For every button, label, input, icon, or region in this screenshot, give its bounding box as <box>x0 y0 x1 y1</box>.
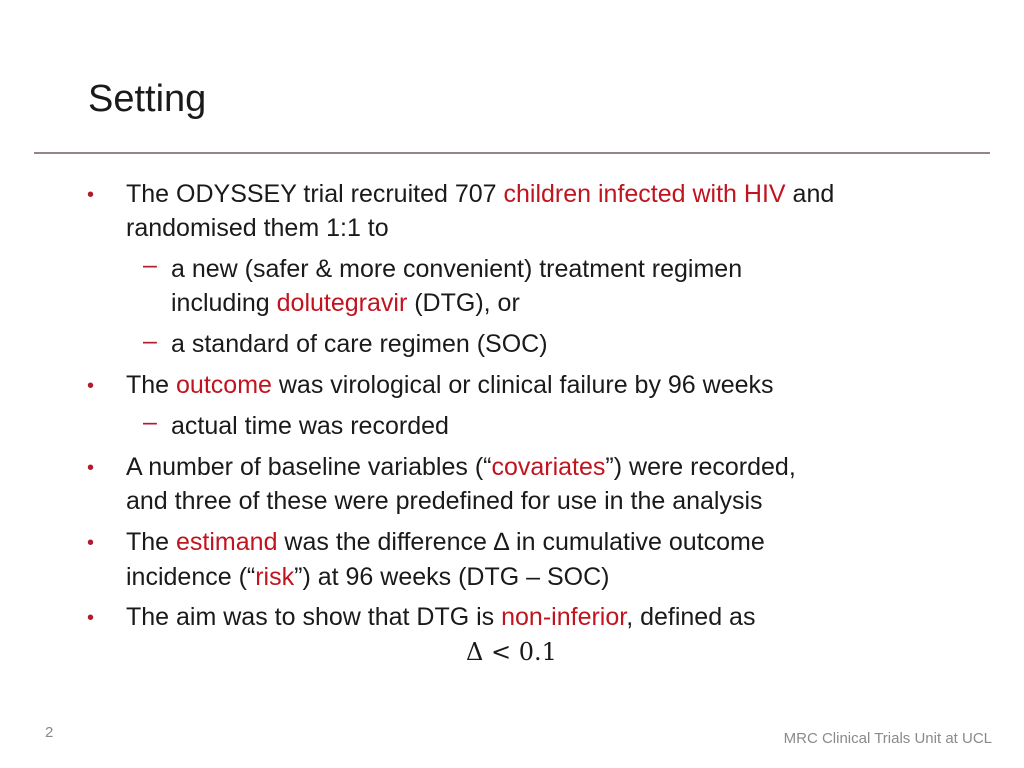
highlight-term: non-inferior <box>501 603 627 631</box>
bullet-4-line-1: The estimand was the difference ∆ in cum… <box>126 528 765 556</box>
title-divider <box>34 152 990 154</box>
dash-marker: – <box>143 251 157 279</box>
highlight-term: children infected with HIV <box>503 180 786 208</box>
bullet-1-line-2: randomised them 1:1 to <box>126 214 389 242</box>
sub-bullet-2: a standard of care regimen (SOC) <box>171 330 548 358</box>
sub-bullet-3: actual time was recorded <box>171 412 449 440</box>
footer-organization: MRC Clinical Trials Unit at UCL <box>783 730 992 747</box>
sub-bullet-1-line-2: including dolutegravir (DTG), or <box>171 289 520 317</box>
bullet-2-line-1: The outcome was virological or clinical … <box>126 371 774 399</box>
slide-title: Setting <box>88 78 207 120</box>
highlight-term: risk <box>255 563 295 591</box>
highlight-term: outcome <box>176 371 272 399</box>
bullet-1-line-1: The ODYSSEY trial recruited 707 children… <box>126 180 835 208</box>
dash-marker: – <box>143 327 157 355</box>
highlight-term: dolutegravir <box>276 289 408 317</box>
bullet-marker: • <box>87 532 95 554</box>
bullet-3-line-1: A number of baseline variables (“covaria… <box>126 453 796 481</box>
bullet-marker: • <box>87 375 95 397</box>
bullet-4-line-2: incidence (“risk”) at 96 weeks (DTG – SO… <box>126 563 610 591</box>
highlight-term: covariates <box>491 453 606 481</box>
sub-bullet-1-line-1: a new (safer & more convenient) treatmen… <box>171 255 743 283</box>
bullet-3-line-2: and three of these were predefined for u… <box>126 487 763 515</box>
page-number: 2 <box>45 724 54 741</box>
bullet-marker: • <box>87 607 95 629</box>
bullet-marker: • <box>87 184 95 206</box>
bullet-marker: • <box>87 457 95 479</box>
bullet-5-line-1: The aim was to show that DTG is non-infe… <box>126 603 756 631</box>
inequality-formula: Δ < 0.1 <box>466 638 557 666</box>
highlight-term: estimand <box>176 528 278 556</box>
dash-marker: – <box>143 408 157 436</box>
